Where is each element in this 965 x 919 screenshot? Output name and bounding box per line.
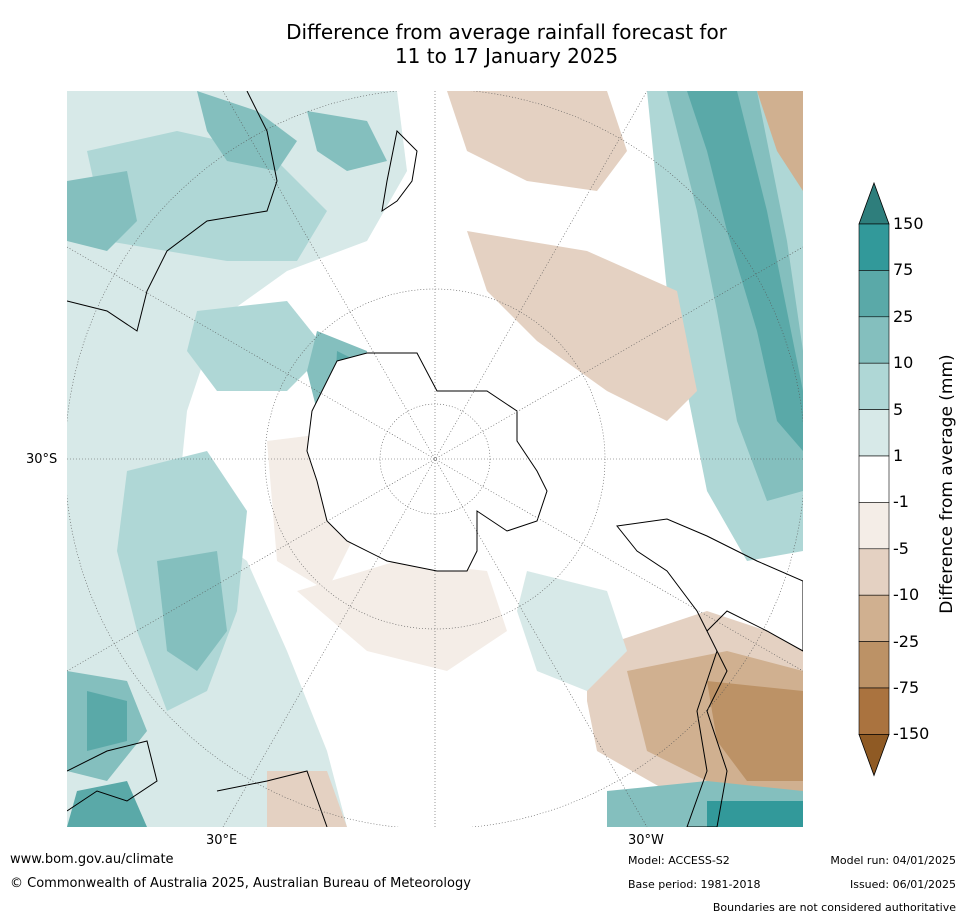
footer-disclaimer: Boundaries are not considered authoritat… (712, 901, 956, 914)
legend-tick-label: 1 (893, 446, 904, 465)
lon-label-30e: 30°E (206, 833, 238, 848)
legend-tick-label: -10 (893, 585, 920, 605)
legend-tick-label: -150 (893, 724, 930, 744)
colorbar-segment (858, 316, 890, 364)
legend-colorbar (858, 181, 890, 786)
legend-tick-label: -5 (893, 538, 909, 558)
colorbar-segment (858, 409, 890, 457)
legend-tick-label: 25 (893, 306, 914, 326)
south-america-coastline (616, 518, 803, 827)
legend-tick-label: -25 (893, 631, 920, 651)
australia-coastline (67, 91, 278, 332)
chart-title: Difference from average rainfall forecas… (0, 20, 965, 68)
colorbar-extend-top (858, 181, 890, 225)
legend-tick-label: 150 (893, 214, 924, 233)
colorbar-segment (858, 223, 890, 271)
colorbar-segment (858, 548, 890, 596)
colorbar-segment (858, 455, 890, 503)
new-zealand-coastline (381, 129, 418, 213)
footer-model-run: Model run: 04/01/2025 (830, 854, 956, 867)
graticule (67, 91, 803, 827)
legend-tick-label: 5 (893, 399, 904, 419)
lon-label-30w: 30°W (628, 833, 664, 848)
africa-south-coastline (216, 770, 328, 827)
africa-coastline (67, 740, 158, 812)
legend-title: Difference from average (mm) (937, 354, 957, 614)
colorbar-segment (858, 687, 890, 735)
colorbar-segment (858, 641, 890, 689)
title-line-2: 11 to 17 January 2025 (394, 44, 619, 68)
footer-url[interactable]: www.bom.gov.au/climate (10, 852, 174, 867)
legend-tick-label: -1 (893, 492, 909, 512)
colorbar-extend-bottom (858, 734, 890, 777)
colorbar-segment (858, 594, 890, 642)
footer-copyright: © Commonwealth of Australia 2025, Austra… (10, 876, 471, 891)
rainfall-fields (67, 91, 803, 827)
colorbar-svg (858, 181, 890, 777)
colorbar-segment (858, 270, 890, 318)
lat-label-30s: 30°S (26, 452, 58, 467)
colorbar-segment (858, 362, 890, 410)
map-canvas (67, 91, 803, 827)
antarctica-coastline (306, 352, 548, 572)
colorbar-segment (858, 502, 890, 550)
footer-model: Model: ACCESS-S2 (628, 854, 730, 867)
legend-tick-label: 10 (893, 353, 914, 373)
rainfall-map[interactable] (67, 91, 803, 827)
legend-tick-label: 75 (893, 260, 914, 280)
footer-base-period: Base period: 1981-2018 (628, 878, 761, 891)
title-line-1: Difference from average rainfall forecas… (286, 20, 727, 44)
legend-tick-label: -75 (893, 678, 920, 697)
footer-issued: Issued: 06/01/2025 (849, 878, 956, 891)
